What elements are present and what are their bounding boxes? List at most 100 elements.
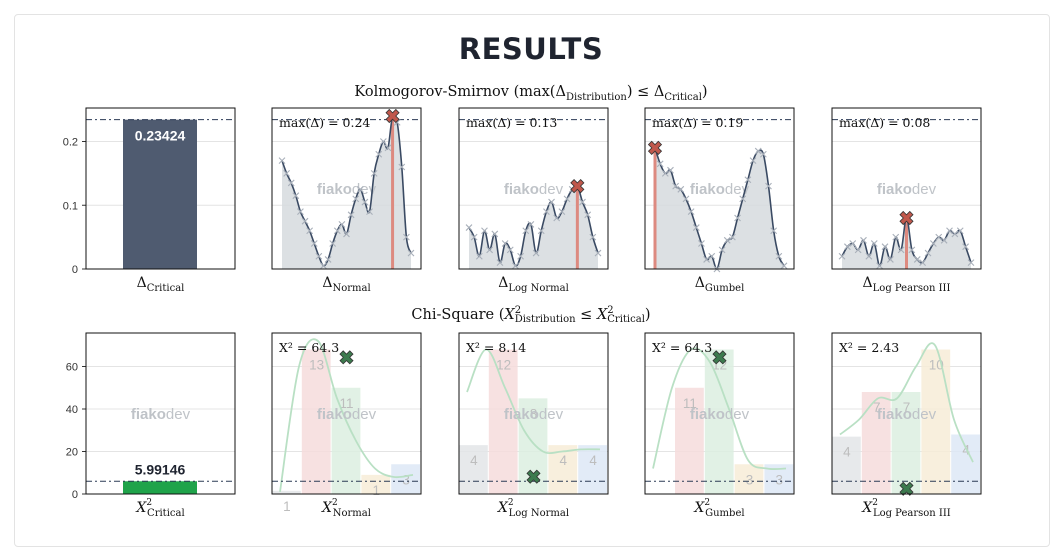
ks-chart-normal: fiakodev max(Δ) = 0.24 ΔNormal xyxy=(271,107,422,294)
data-point xyxy=(315,252,323,260)
delta-area xyxy=(655,147,784,270)
plot-frame xyxy=(85,107,236,270)
data-point xyxy=(584,211,592,219)
histogram-bar xyxy=(361,474,391,494)
axis-label-sub: Log Pearson III xyxy=(873,508,951,519)
data-point xyxy=(865,252,873,260)
axis-label-sub: Gumbel xyxy=(705,283,744,294)
data-point xyxy=(465,224,473,231)
bar-count-label: 4 xyxy=(560,453,568,468)
data-point xyxy=(320,262,327,270)
stat-annotation: X² = 64.3 xyxy=(279,340,339,355)
bar-count-label: 12 xyxy=(496,358,511,373)
axis-label-main: X xyxy=(135,500,147,516)
watermark-bold: fiako xyxy=(877,406,912,423)
data-point xyxy=(512,262,519,270)
axis-label-main: Δ xyxy=(137,275,147,291)
data-point xyxy=(770,227,778,235)
data-point xyxy=(759,150,767,158)
ks-critical-chart: 0 0.1 0.2 0.23424 ΔCritical xyxy=(63,107,236,294)
data-point xyxy=(475,252,483,260)
watermark-bold: fiako xyxy=(504,181,539,198)
data-point xyxy=(491,230,499,238)
axis-label: ΔNormal xyxy=(322,275,370,294)
axis-label-main: Δ xyxy=(695,275,705,291)
critical-value-label: 5.99146 xyxy=(135,461,186,477)
y-tick-label: 60 xyxy=(66,362,78,374)
y-tick-label: 0.1 xyxy=(63,200,78,212)
plot-frame xyxy=(271,107,422,270)
bar-count-label: 11 xyxy=(339,396,353,411)
axis-label: ΔGumbel xyxy=(695,275,745,294)
data-point xyxy=(517,252,524,260)
watermark-bold: fiako xyxy=(317,406,352,423)
critical-value-label: 0.23424 xyxy=(135,128,186,144)
data-point xyxy=(754,147,762,155)
watermark-bold: fiako xyxy=(690,181,725,198)
plot-frame xyxy=(831,107,982,270)
stat-annotation: max(Δ) = 0.08 xyxy=(839,115,930,130)
stat-annotation: max(Δ) = 0.24 xyxy=(279,115,370,130)
fitted-curve xyxy=(839,342,974,463)
delta-area xyxy=(469,185,598,269)
axis-label: ΔLog Normal xyxy=(498,275,569,294)
data-point xyxy=(687,208,695,216)
plot-frame xyxy=(458,107,609,270)
axis-label-sup: 2 xyxy=(146,498,152,508)
data-point xyxy=(594,249,602,257)
data-point xyxy=(956,227,964,235)
data-point xyxy=(919,259,927,267)
axis-label-main: X xyxy=(497,500,509,516)
y-tick-label: 40 xyxy=(66,404,78,416)
data-point xyxy=(361,198,369,206)
histogram-bar xyxy=(272,490,301,494)
data-point xyxy=(718,246,726,254)
bar-count-label: 4 xyxy=(589,453,597,468)
y-tick-label: 0 xyxy=(72,489,78,501)
bar-count-label: 1 xyxy=(283,499,291,514)
watermark-light: dev xyxy=(166,406,191,423)
data-point xyxy=(496,259,504,267)
data-point xyxy=(481,227,488,235)
histogram-bar xyxy=(488,349,518,494)
watermark-bold: fiako xyxy=(317,181,352,198)
ks-chart-gumbel: fiakodev max(Δ) = 0.19 ΔGumbel xyxy=(644,107,795,294)
critical-bar xyxy=(123,119,197,269)
data-point xyxy=(692,224,700,231)
bar-count-label: 3 xyxy=(776,472,784,487)
data-point xyxy=(532,249,540,257)
chi-stat-marker xyxy=(712,350,727,365)
watermark: fiakodev xyxy=(690,406,750,423)
data-point xyxy=(347,211,355,219)
stat-annotation: X² = 2.43 xyxy=(839,340,899,355)
data-point xyxy=(849,240,857,247)
data-point xyxy=(558,208,566,216)
data-point xyxy=(543,208,550,216)
histogram-bar xyxy=(704,349,734,494)
y-tick-label: 20 xyxy=(66,447,78,459)
plot-frame xyxy=(644,107,795,270)
data-point xyxy=(739,195,747,203)
bar-count-label: 4 xyxy=(470,453,478,468)
plot-frame xyxy=(271,332,422,495)
axis-label: ΔCritical xyxy=(137,275,185,294)
axis-label-sup: 2 xyxy=(508,498,514,508)
watermark-light: dev xyxy=(725,406,750,423)
axis-label: ΔLog Pearson III xyxy=(863,275,951,294)
stat-annotation: max(Δ) = 0.19 xyxy=(652,115,743,130)
axis-label-sub: Gumbel xyxy=(705,508,744,519)
ks-chart-log-normal: fiakodev max(Δ) = 0.13 ΔLog Normal xyxy=(458,107,609,294)
data-point xyxy=(860,236,867,244)
data-point xyxy=(579,198,586,206)
data-point xyxy=(723,236,731,244)
data-point xyxy=(384,144,392,152)
data-point xyxy=(708,252,716,260)
watermark-bold: fiako xyxy=(131,406,166,423)
bar-count-label: 1 xyxy=(373,483,381,498)
data-point xyxy=(698,240,705,247)
data-point xyxy=(398,163,406,171)
axis-label-sub: Normal xyxy=(333,508,371,519)
data-point xyxy=(870,240,878,247)
histogram-bar xyxy=(951,434,980,494)
